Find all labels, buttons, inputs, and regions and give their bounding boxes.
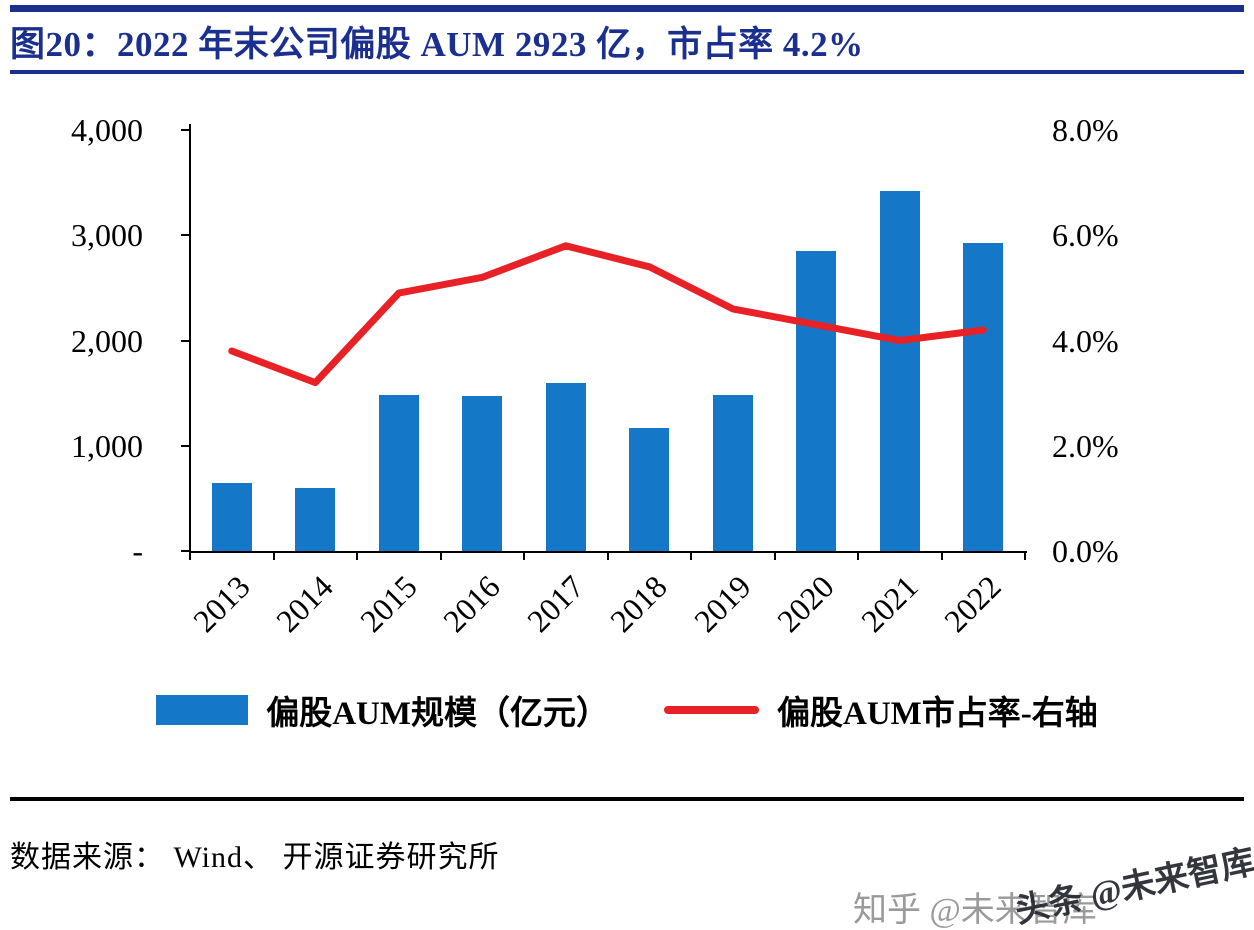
x-axis-tick <box>439 551 442 560</box>
bar-2022 <box>963 243 1004 551</box>
x-axis-tick <box>606 551 609 560</box>
left-axis-line <box>189 124 191 552</box>
legend-item-line: 偏股AUM市占率-右轴 <box>664 686 1098 734</box>
x-axis-tick <box>356 551 358 560</box>
bar-series-swatch-icon <box>156 695 249 725</box>
bar-2016 <box>462 396 503 551</box>
data-source-note: 数据来源： Wind、 开源证券研究所 <box>10 841 500 874</box>
x-axis-tick <box>189 551 191 560</box>
x-axis-tick <box>940 551 943 560</box>
bar-2015 <box>378 395 419 551</box>
bar-2014 <box>295 487 336 551</box>
left-axis-tick-label: - <box>132 533 143 569</box>
right-axis-tick-label: 0.0% <box>1052 533 1119 569</box>
bar-series-label: 偏股AUM规模（亿元） <box>266 696 609 732</box>
bar-2020 <box>796 251 837 551</box>
x-axis-tick <box>272 551 275 560</box>
x-axis-tick <box>523 551 525 560</box>
line-series-swatch-icon <box>664 706 759 714</box>
left-axis-tick <box>181 129 190 131</box>
right-axis-tick-label: 4.0% <box>1052 322 1119 359</box>
right-axis-tick-label: 2.0% <box>1052 427 1119 464</box>
right-axis-tick-label: 6.0% <box>1052 217 1119 254</box>
bar-2017 <box>545 382 586 551</box>
bar-2018 <box>629 427 670 551</box>
figure-title: 图20：2022 年末公司偏股 AUM 2923 亿，市占率 4.2% <box>10 25 864 64</box>
chart-legend: 偏股AUM规模（亿元） 偏股AUM市占率-右轴 <box>0 686 1254 734</box>
title-top-rule <box>10 5 1244 12</box>
bar-2021 <box>879 191 920 551</box>
footer-divider <box>10 797 1244 801</box>
x-axis-tick <box>690 551 692 560</box>
bar-2019 <box>712 395 753 551</box>
x-axis-tick <box>857 551 859 560</box>
left-axis-tick-label: 3,000 <box>71 217 143 254</box>
left-axis-tick <box>181 339 190 342</box>
x-axis-tick <box>773 551 776 560</box>
left-axis-tick-label: 1,000 <box>71 427 143 464</box>
title-bottom-rule <box>10 70 1244 74</box>
left-axis-tick-label: 2,000 <box>71 322 143 359</box>
left-axis-tick-label: 4,000 <box>71 112 143 148</box>
left-axis-tick <box>181 550 190 552</box>
market-share-line <box>228 242 987 387</box>
x-axis-tick <box>1024 551 1026 560</box>
legend-item-bar: 偏股AUM规模（亿元） <box>156 686 609 734</box>
right-axis-tick-label: 8.0% <box>1052 112 1119 148</box>
left-axis-tick <box>181 444 190 447</box>
line-series-label: 偏股AUM市占率-右轴 <box>777 696 1098 732</box>
watermark-zhihu: 知乎 @未来智库 <box>853 892 1097 929</box>
bar-2013 <box>211 482 252 551</box>
left-axis-tick <box>181 234 190 237</box>
